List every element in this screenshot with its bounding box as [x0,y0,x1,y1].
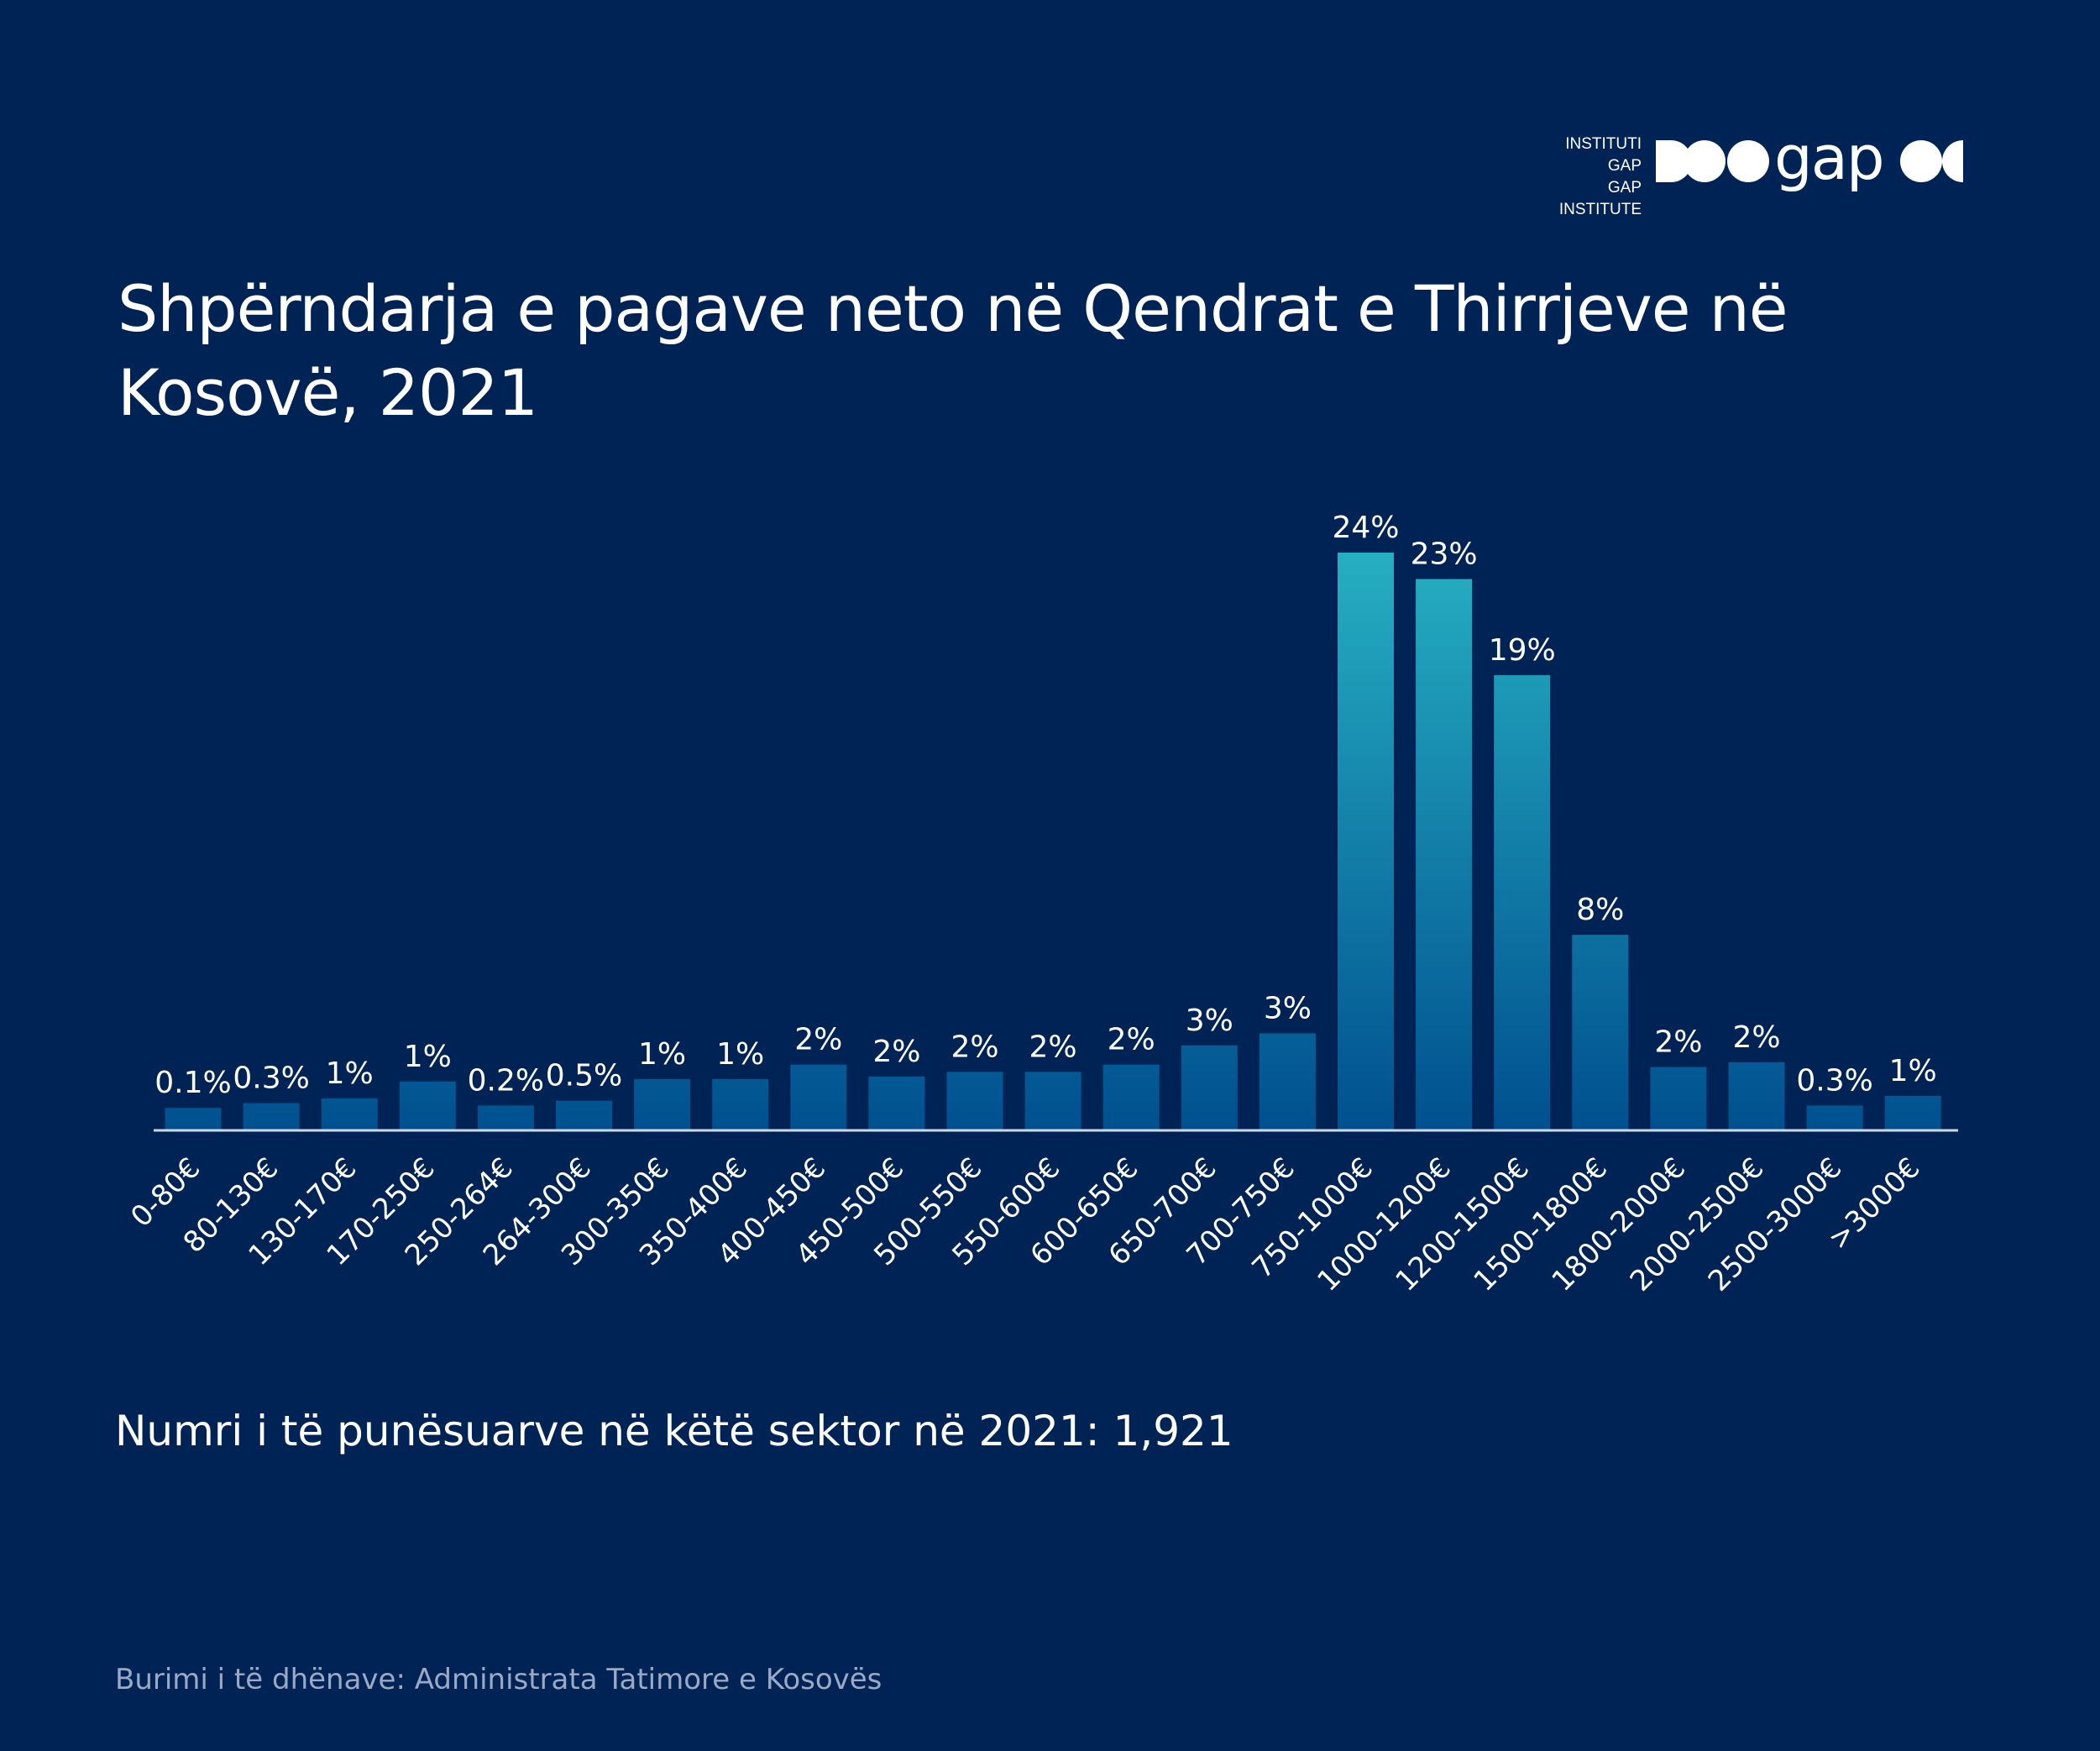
value-label: 1% [404,1040,452,1074]
value-label: 2% [1654,1025,1702,1060]
bar-130-170€ [321,1098,378,1130]
value-label: 3% [1186,1004,1233,1038]
value-label: 1% [1889,1054,1937,1088]
logo-text: INSTITUTI GAP GAP INSTITUTE [1537,134,1642,221]
value-labels-group: 0.1% 0.3% 1% 1%0.2% 0.5%1% 1% 2% 2% 2% 2% 2%3% 3%24… [154,511,1936,1100]
bar-400-450€ [790,1064,847,1130]
value-label: 2% [1732,1020,1780,1055]
bar-500-550€ [946,1072,1003,1130]
source-note: Burimi i të dhënave: Administrata Tatimo… [115,1663,882,1696]
value-label: 1% [638,1037,686,1072]
value-label: 0.3% [1796,1063,1872,1098]
value-label: 19% [1489,633,1556,668]
gap-institute-logo: INSTITUTI GAP GAP INSTITUTE gap [1537,130,1965,218]
value-label: 2% [872,1035,920,1069]
bar-700-750€ [1259,1033,1316,1130]
value-label: 3% [1264,992,1312,1026]
bar-550-600€ [1024,1072,1081,1130]
bar-300-350€ [634,1078,691,1130]
logo-mark-icon: gap [1656,130,1963,193]
employees-note: Numri i të punësuarve në këtë sektor në … [115,1407,1233,1455]
logo-wordmark: gap [1774,130,1883,193]
bar-170-250€ [399,1081,456,1130]
bar-80-130€ [243,1103,300,1130]
value-label: 2% [1029,1030,1077,1064]
bar-600-650€ [1102,1064,1160,1130]
value-label: 0.3% [233,1062,309,1096]
value-label: 8% [1576,893,1624,927]
value-label: 0.1% [154,1066,231,1100]
bar-1800-2000€ [1650,1067,1707,1130]
bar-650-700€ [1181,1045,1238,1130]
logo-line-2: GAP INSTITUTE [1558,179,1642,218]
value-label: 1% [716,1037,764,1072]
tick-labels-group: 0-80€80-130€130-170€170-250€250-264€264-… [124,1151,1926,1298]
value-label: 1% [326,1056,374,1091]
bar-1500-1800€ [1572,935,1629,1130]
bar-1200-1500€ [1494,674,1551,1130]
logo-line-1: INSTITUTI GAP [1565,135,1642,175]
bar-350-400€ [712,1078,769,1130]
bar-250-264€ [477,1105,534,1130]
bar-2000-2500€ [1728,1062,1785,1130]
value-label: 23% [1411,537,1478,571]
chart-title: Shpërndarja e pagave neto në Qendrat e T… [118,271,1788,430]
bar-450-500€ [868,1077,925,1130]
bar-264-300€ [556,1100,612,1130]
bar-750-1000€ [1338,553,1394,1130]
bar-0-80€ [165,1108,222,1130]
value-label: 0.2% [468,1063,544,1098]
value-label: 24% [1332,511,1399,545]
value-label: 0.5% [546,1059,622,1093]
bar->3000€ [1884,1095,1941,1130]
value-label: 2% [1108,1023,1155,1057]
bar-2500-3000€ [1806,1105,1863,1130]
bars-group [165,553,1941,1130]
bar-1000-1200€ [1416,579,1473,1130]
value-label: 2% [794,1023,842,1057]
value-label: 2% [950,1030,998,1064]
